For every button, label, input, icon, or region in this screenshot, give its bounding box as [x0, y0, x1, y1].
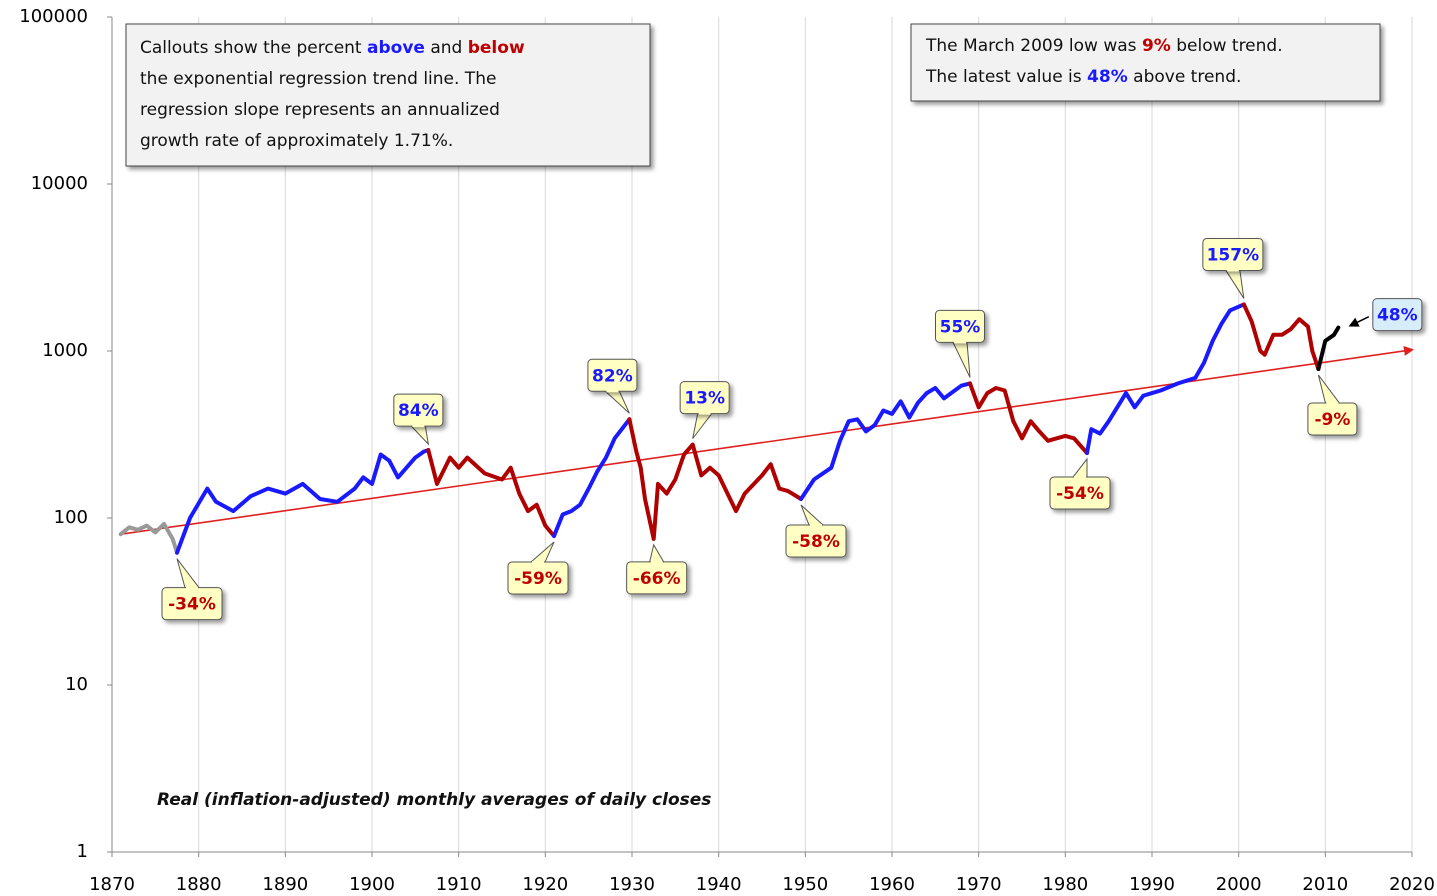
y-tick-label: 10000	[31, 173, 88, 194]
note-line: regression slope represents an annualize…	[140, 100, 500, 120]
x-tick-label: 1990	[1129, 874, 1175, 895]
callout-label: 82%	[592, 366, 633, 386]
callout-pointer	[952, 341, 971, 378]
price-line	[627, 417, 803, 541]
x-tick-label: 2010	[1302, 874, 1348, 895]
callout-label: -54%	[1056, 484, 1104, 504]
x-tick-label: 1880	[176, 874, 222, 895]
callout-label: 13%	[684, 389, 725, 409]
callout: -34%	[161, 558, 223, 621]
y-tick-label: 10	[65, 674, 88, 695]
callout-arrow	[1348, 315, 1370, 327]
callout-pointer	[800, 504, 825, 526]
callout-pointer	[1224, 269, 1245, 299]
callout-label: 48%	[1377, 306, 1418, 326]
x-tick-label: 1970	[956, 874, 1002, 895]
callout-label: 55%	[940, 317, 981, 337]
callout-pointer	[649, 543, 665, 563]
x-tick-label: 1910	[436, 874, 482, 895]
note-text: 48%	[1087, 67, 1128, 87]
note-line: Callouts show the percent above and belo…	[140, 38, 525, 58]
callout: -59%	[507, 541, 569, 595]
x-tick-label: 1870	[89, 874, 135, 895]
callout-label: -58%	[792, 532, 840, 552]
price-line	[552, 417, 632, 538]
price-line	[1316, 325, 1341, 371]
note-text: below trend.	[1171, 36, 1283, 56]
callout-label: -34%	[168, 595, 216, 615]
price-line	[118, 522, 179, 555]
note-text: the exponential regression trend line. T…	[140, 69, 496, 89]
note-text: and	[425, 38, 468, 58]
price-line	[1241, 302, 1321, 371]
note-text: Callouts show the percent	[140, 38, 367, 58]
callout: 13%	[679, 381, 730, 439]
callout: 48%	[1348, 298, 1423, 332]
callout: -58%	[785, 504, 847, 558]
x-tick-label: 1920	[522, 874, 568, 895]
callout-pointer	[692, 413, 713, 439]
callout-pointer	[1071, 457, 1088, 478]
callout: 82%	[587, 358, 638, 414]
price-line	[426, 448, 556, 538]
note-text: The latest value is	[925, 67, 1087, 87]
note-line: the exponential regression trend line. T…	[140, 69, 496, 89]
callout: -54%	[1049, 457, 1111, 510]
x-tick-label: 1940	[696, 874, 742, 895]
note-text: above	[367, 38, 425, 58]
callout: 55%	[935, 309, 985, 378]
callout-label: 157%	[1207, 245, 1260, 265]
note-text: 9%	[1142, 36, 1171, 56]
note-text: regression slope represents an annualize…	[140, 100, 500, 120]
note-line: growth rate of approximately 1.71%.	[140, 131, 453, 151]
y-tick-label: 1	[77, 841, 88, 862]
callout-pointer	[1317, 374, 1341, 404]
trend-line	[120, 345, 1414, 535]
callout: 84%	[393, 393, 444, 446]
x-tick-label: 1950	[782, 874, 828, 895]
y-tick-label: 100000	[19, 6, 88, 27]
note-text: below	[468, 38, 525, 58]
note-line: The March 2009 low was 9% below trend.	[925, 36, 1283, 56]
callout-box	[1372, 298, 1423, 332]
note-box	[125, 23, 651, 167]
x-tick-label: 2000	[1216, 874, 1262, 895]
callout-pointer	[529, 541, 555, 563]
note-text: above trend.	[1128, 67, 1242, 87]
callout-pointer	[604, 390, 630, 414]
callout-label: -9%	[1314, 410, 1350, 430]
note-text: The March 2009 low was	[925, 36, 1142, 56]
y-tick-label: 1000	[42, 340, 88, 361]
price-line	[1085, 302, 1246, 455]
y-tick-label: 100	[54, 507, 88, 528]
callout-label: -59%	[514, 569, 562, 589]
callout-label: 84%	[398, 401, 439, 421]
callout-pointer	[176, 558, 201, 589]
price-line	[175, 448, 431, 555]
price-line	[968, 381, 1089, 455]
note-line: The latest value is 48% above trend.	[925, 67, 1241, 87]
callout: 157%	[1202, 237, 1264, 299]
callout-pointer	[410, 425, 430, 446]
callout: -66%	[626, 543, 688, 595]
x-tick-label: 2020	[1389, 874, 1435, 895]
x-tick-label: 1900	[349, 874, 395, 895]
note-text: growth rate of approximately 1.71%.	[140, 131, 453, 151]
callout-label: -66%	[633, 569, 681, 589]
price-line	[799, 381, 972, 501]
x-tick-label: 1960	[869, 874, 915, 895]
callout: -9%	[1307, 374, 1358, 436]
x-tick-label: 1980	[1042, 874, 1088, 895]
x-tick-label: 1930	[609, 874, 655, 895]
note-box	[910, 23, 1381, 102]
footnote: Real (inflation-adjusted) monthly averag…	[157, 790, 711, 810]
x-tick-label: 1890	[262, 874, 308, 895]
